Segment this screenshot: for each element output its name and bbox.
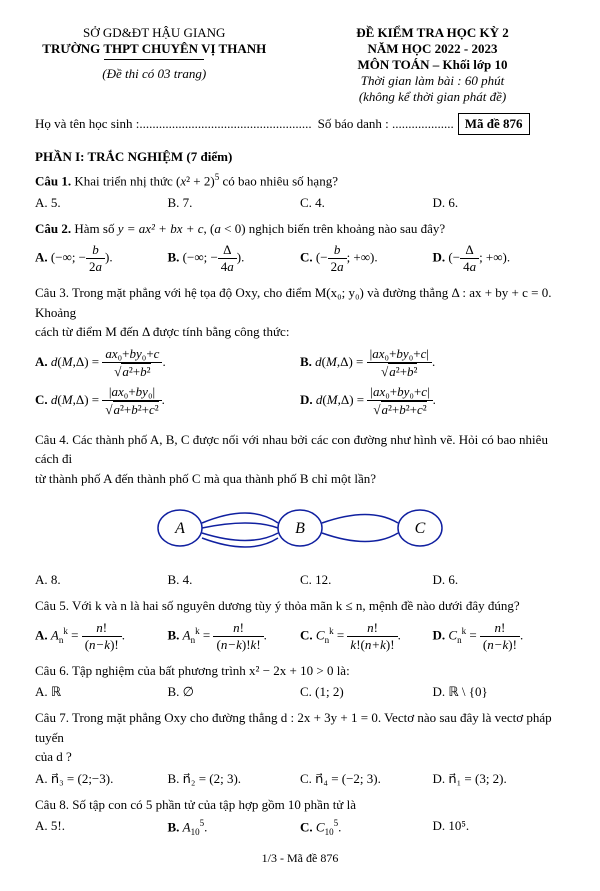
q8-a: A. 5!. (35, 818, 168, 837)
q4-a: A. 8. (35, 572, 168, 588)
q7-options: A. n⃗₃ = (2;−3). B. n⃗₂ = (2; 3). C. n⃗₄… (35, 771, 565, 787)
q3-l2: cách từ điểm M đến Δ được tính bằng công… (35, 324, 289, 339)
q2-a: A. (−∞; −b2a). (35, 242, 168, 275)
exam: ĐỀ KIỂM TRA HỌC KỲ 2 (300, 25, 565, 41)
q5-c: C. Cnk = n!k!(n+k)!. (300, 620, 433, 653)
q1-a: A. 5. (35, 195, 168, 211)
student-name: Họ và tên học sinh :....................… (35, 116, 312, 132)
q7: Câu 7. Trong mặt phẳng Oxy cho đường thẳ… (35, 708, 565, 767)
q7-d: D. n⃗₁ = (3; 2). (433, 771, 566, 787)
q1-options: A. 5. B. 7. C. 4. D. 6. (35, 195, 565, 211)
q2-b: B. (−∞; −Δ4a). (168, 242, 301, 275)
q8: Câu 8. Số tập con có 5 phần tử của tập h… (35, 795, 565, 815)
header-right: ĐỀ KIỂM TRA HỌC KỲ 2 NĂM HỌC 2022 - 2023… (300, 25, 565, 105)
q4-b: B. 4. (168, 572, 301, 588)
q7-b: B. n⃗₂ = (2; 3). (168, 771, 301, 787)
q1-c: C. 4. (300, 195, 433, 211)
info-row: Họ và tên học sinh :....................… (35, 113, 565, 135)
q5: Câu 5. Với k và n là hai số nguyên dương… (35, 596, 565, 616)
subject: MÔN TOÁN – Khối lớp 10 (300, 57, 565, 73)
q1: Câu 1. Khai triển nhị thức (x² + 2)5 có … (35, 171, 565, 191)
school: TRƯỜNG THPT CHUYÊN VỊ THANH (35, 41, 274, 57)
q4-l2: từ thành phố A đến thành phố C mà qua th… (35, 471, 376, 486)
q6-c: C. (1; 2) (300, 684, 433, 700)
pages: (Đề thi có 03 trang) (35, 66, 274, 82)
section-title: PHẦN I: TRẮC NGHIỆM (7 điểm) (35, 149, 565, 165)
q2-c: C. (−b2a; +∞). (300, 242, 433, 275)
q6-d: D. ℝ \ {0} (433, 684, 566, 700)
q3-c: C. d(M,Δ) = |ax₀+by₀|√a²+b²+c². (35, 384, 300, 418)
q5-d: D. Cnk = n!(n−k)!. (433, 620, 566, 653)
q6-b: B. ∅ (168, 684, 301, 700)
q4-d: D. 6. (433, 572, 566, 588)
footer: 1/3 - Mã đề 876 (35, 851, 565, 866)
q3-a: A. d(M,Δ) = ax₀+by₀+c√a²+b². (35, 346, 300, 380)
q1-b: B. 7. (168, 195, 301, 211)
student-id: Số báo danh : ................... (318, 116, 454, 132)
hr-left (104, 59, 204, 60)
q7-l2: của d ? (35, 749, 72, 764)
q4: Câu 4. Các thành phố A, B, C được nối vớ… (35, 430, 565, 489)
q4-l1: Câu 4. Các thành phố A, B, C được nối vớ… (35, 432, 548, 467)
q4-diagram: A B C (35, 498, 565, 562)
q4-c: C. 12. (300, 572, 433, 588)
q6: Câu 6. Tập nghiệm của bất phương trình x… (35, 661, 565, 681)
q2-d: D. (−Δ4a; +∞). (433, 242, 566, 275)
q6-options: A. ℝ B. ∅ C. (1; 2) D. ℝ \ {0} (35, 684, 565, 700)
q3-d: D. d(M,Δ) = |ax₀+by₀+c|√a²+b²+c². (300, 384, 565, 418)
q6-a: A. ℝ (35, 684, 168, 700)
q7-l1: Câu 7. Trong mặt phẳng Oxy cho đường thẳ… (35, 710, 552, 745)
node-a: A (174, 520, 185, 537)
q3-options: A. d(M,Δ) = ax₀+by₀+c√a²+b². B. d(M,Δ) =… (35, 346, 565, 422)
q7-c: C. n⃗₄ = (−2; 3). (300, 771, 433, 787)
q2: Câu 2. Hàm số y = ax² + bx + c, (a < 0) … (35, 219, 565, 239)
dept: SỞ GD&ĐT HẬU GIANG (35, 25, 274, 41)
q5-a: A. Ank = n!(n−k)!. (35, 620, 168, 653)
header-left: SỞ GD&ĐT HẬU GIANG TRƯỜNG THPT CHUYÊN VỊ… (35, 25, 274, 105)
q1-d: D. 6. (433, 195, 566, 211)
time: Thời gian làm bài : 60 phút (300, 73, 565, 89)
q2-options: A. (−∞; −b2a). B. (−∞; −Δ4a). C. (−b2a; … (35, 242, 565, 275)
q8-b: B. A105. (168, 818, 301, 837)
node-b: B (295, 520, 305, 537)
q3: Câu 3. Trong mặt phẳng với hệ tọa độ Oxy… (35, 283, 565, 342)
note: (không kể thời gian phát đề) (300, 89, 565, 105)
graph-svg: A B C (130, 498, 470, 558)
q4-options: A. 8. B. 4. C. 12. D. 6. (35, 572, 565, 588)
q8-c: C. C105. (300, 818, 433, 837)
q8-options: A. 5!. B. A105. C. C105. D. 10⁵. (35, 818, 565, 837)
q7-a: A. n⃗₃ = (2;−3). (35, 771, 168, 787)
exam-code: Mã đề 876 (458, 113, 530, 135)
node-c: C (415, 520, 426, 537)
q3-b: B. d(M,Δ) = |ax₀+by₀+c|√a²+b². (300, 346, 565, 380)
year: NĂM HỌC 2022 - 2023 (300, 41, 565, 57)
q5-b: B. Ank = n!(n−k)!k!. (168, 620, 301, 653)
q3-l1: Câu 3. Trong mặt phẳng với hệ tọa độ Oxy… (35, 285, 551, 320)
q5-options: A. Ank = n!(n−k)!. B. Ank = n!(n−k)!k!. … (35, 620, 565, 653)
q8-d: D. 10⁵. (433, 818, 566, 837)
header: SỞ GD&ĐT HẬU GIANG TRƯỜNG THPT CHUYÊN VỊ… (35, 25, 565, 105)
